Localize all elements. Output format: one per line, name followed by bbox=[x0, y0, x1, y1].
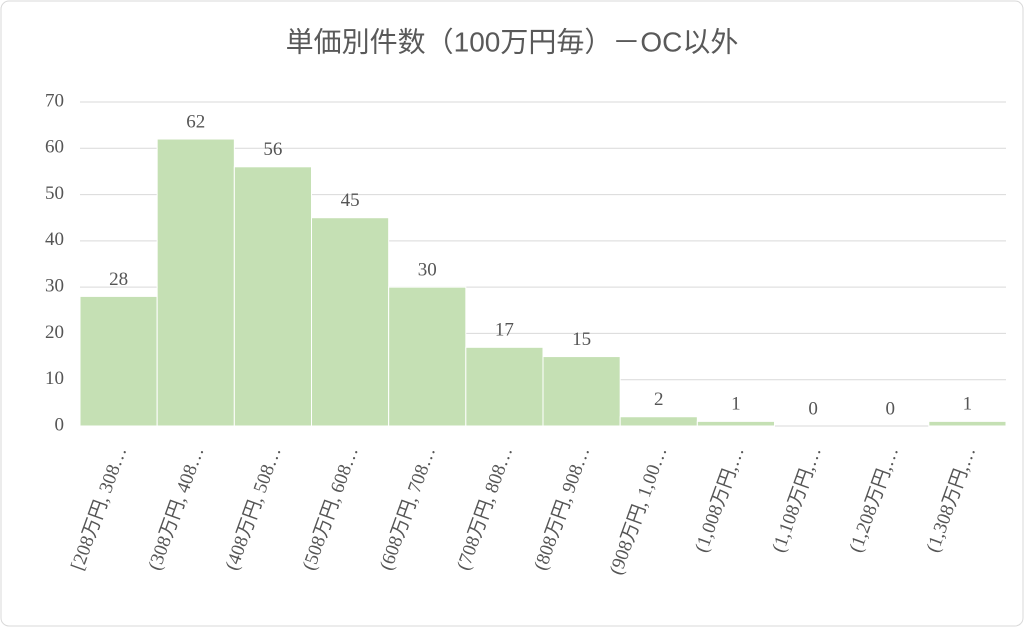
bar bbox=[542, 356, 621, 427]
value-label: 30 bbox=[418, 260, 437, 281]
y-tick-label: 20 bbox=[45, 322, 64, 343]
value-label: 2 bbox=[654, 389, 664, 410]
value-label: 0 bbox=[886, 398, 896, 419]
y-tick-label: 10 bbox=[45, 368, 64, 389]
y-tick-label: 40 bbox=[45, 229, 64, 250]
value-label: 28 bbox=[109, 269, 128, 290]
bar bbox=[156, 138, 235, 427]
value-label: 1 bbox=[963, 394, 973, 415]
value-label: 62 bbox=[186, 111, 205, 132]
value-label: 1 bbox=[731, 394, 741, 415]
bar bbox=[928, 420, 1007, 427]
chart-title: 単価別件数（100万円毎）－OC以外 bbox=[286, 26, 739, 57]
y-tick-label: 50 bbox=[45, 183, 64, 204]
bar bbox=[388, 286, 467, 427]
bar bbox=[233, 166, 312, 427]
bar bbox=[465, 346, 544, 427]
value-label: 0 bbox=[808, 398, 818, 419]
value-label: 17 bbox=[495, 320, 514, 341]
bar bbox=[79, 295, 158, 427]
value-label: 45 bbox=[341, 190, 360, 211]
value-label: 15 bbox=[572, 329, 591, 350]
bar bbox=[311, 217, 390, 427]
bar bbox=[619, 416, 698, 427]
bar bbox=[696, 420, 775, 427]
y-tick-label: 30 bbox=[45, 276, 64, 297]
y-tick-label: 60 bbox=[45, 137, 64, 158]
value-label: 56 bbox=[263, 139, 282, 160]
y-tick-label: 0 bbox=[55, 414, 65, 435]
y-tick-label: 70 bbox=[45, 90, 64, 111]
